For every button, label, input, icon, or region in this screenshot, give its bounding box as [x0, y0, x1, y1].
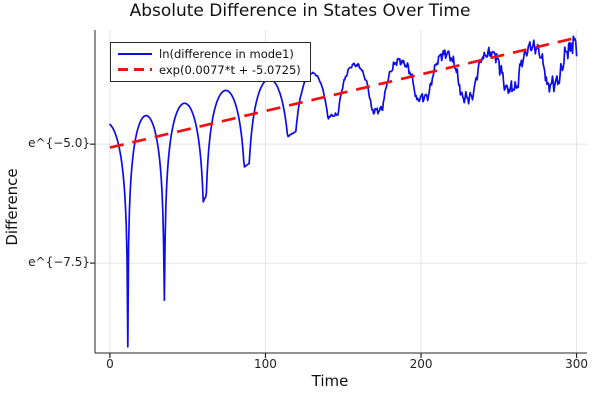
legend-label-difference: ln(difference in mode1) — [159, 46, 294, 61]
y-tick-label: e^{−5.0} — [28, 136, 90, 151]
chart-title: Absolute Difference in States Over Time — [129, 1, 471, 21]
blue-solid-line-swatch — [118, 52, 152, 55]
x-tick-label: 300 — [565, 357, 589, 371]
x-tick-label: 0 — [106, 357, 114, 371]
difference-curve — [109, 35, 578, 348]
legend: ln(difference in mode1) exp(0.0077*t + -… — [110, 42, 311, 82]
x-tick-label: 200 — [409, 357, 433, 371]
red-dashed-line-swatch — [118, 68, 152, 71]
y-axis-label: Difference — [3, 168, 21, 246]
x-axis-label: Time — [311, 372, 349, 390]
legend-label-fit: exp(0.0077*t + -5.0725) — [159, 62, 301, 77]
x-tick-label: 100 — [254, 357, 277, 371]
y-tick-label: e^{−7.5} — [28, 255, 90, 270]
legend-item-difference: ln(difference in mode1) — [118, 46, 301, 61]
legend-item-fit: exp(0.0077*t + -5.0725) — [118, 62, 301, 77]
exp-fit-line — [109, 36, 577, 149]
